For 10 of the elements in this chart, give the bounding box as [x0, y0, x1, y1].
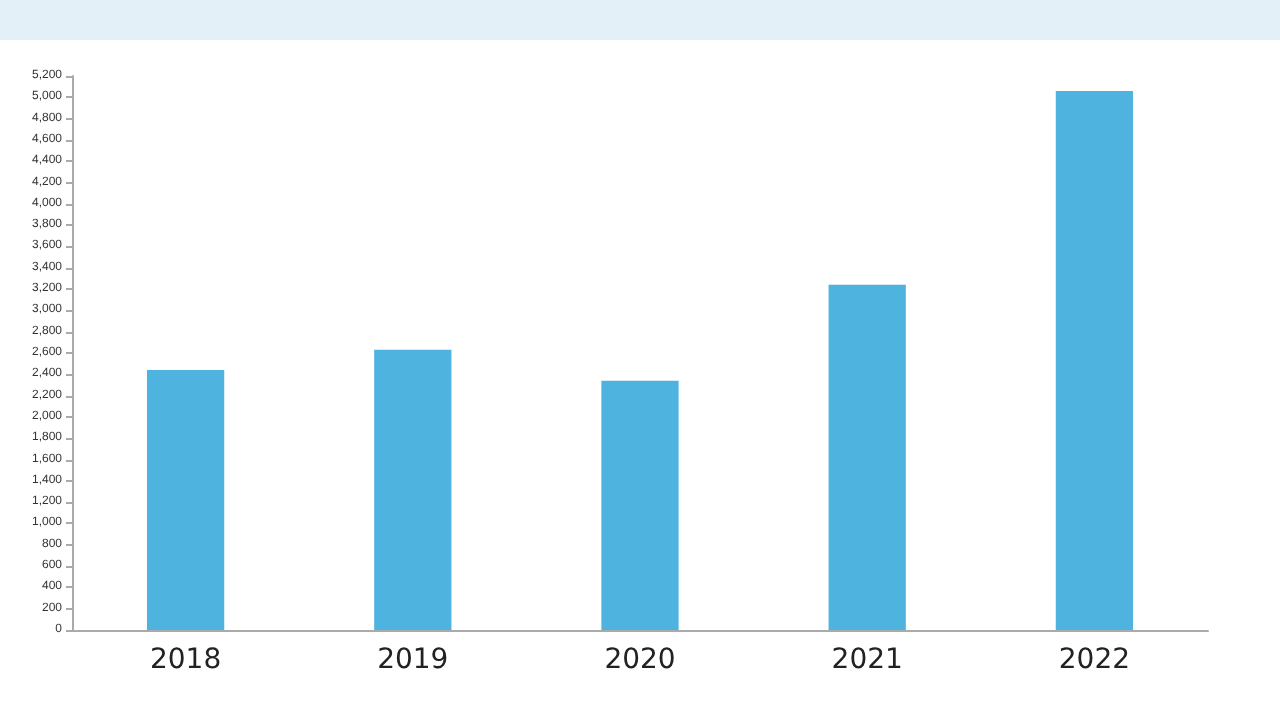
- bar: [1055, 90, 1134, 630]
- x-tick-label: 2022: [1058, 644, 1131, 676]
- bar: [374, 349, 452, 630]
- x-tick-label: 2021: [831, 644, 903, 676]
- x-tick-label: 2020: [604, 644, 676, 676]
- bar: [601, 380, 679, 630]
- x-tick-label: 2018: [149, 644, 222, 676]
- bar: [828, 284, 906, 630]
- bar: [146, 370, 225, 630]
- x-tick-label: 2019: [377, 644, 449, 676]
